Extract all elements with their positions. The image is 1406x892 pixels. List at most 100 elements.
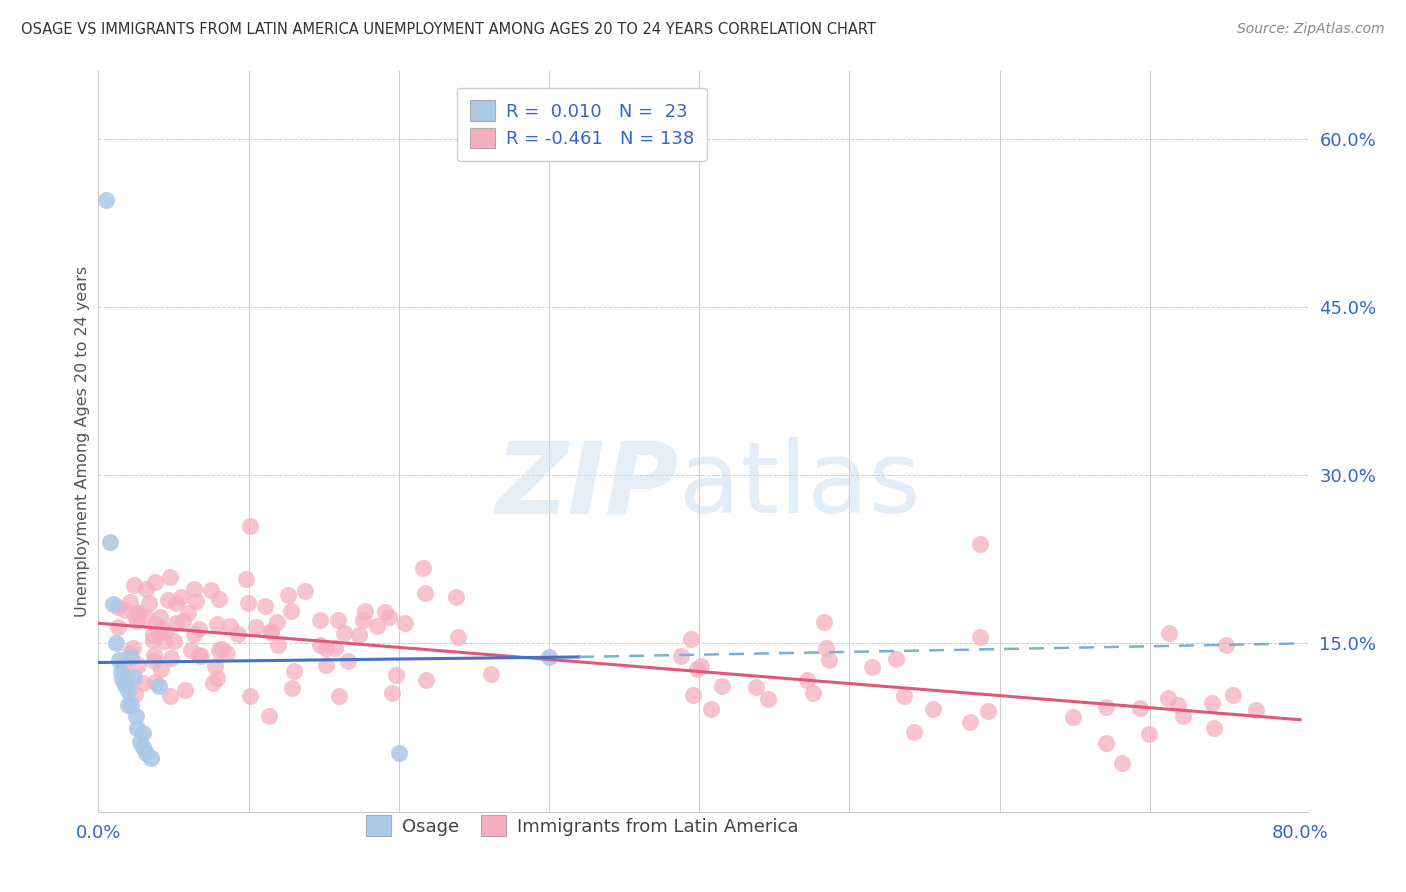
- Point: [921, 702, 943, 716]
- Point: [328, 689, 350, 703]
- Point: [156, 592, 179, 607]
- Point: [412, 560, 434, 574]
- Point: [208, 643, 231, 657]
- Point: [277, 588, 299, 602]
- Point: [111, 658, 134, 673]
- Point: [381, 686, 404, 700]
- Point: [326, 613, 349, 627]
- Point: [245, 619, 267, 633]
- Point: [183, 582, 205, 597]
- Point: [135, 582, 157, 596]
- Point: [394, 616, 416, 631]
- Point: [332, 625, 354, 640]
- Point: [183, 627, 205, 641]
- Point: [148, 679, 170, 693]
- Point: [132, 739, 155, 754]
- Point: [135, 747, 157, 761]
- Point: [107, 600, 129, 615]
- Point: [114, 678, 136, 692]
- Point: [100, 535, 122, 549]
- Point: [120, 646, 142, 660]
- Point: [253, 599, 276, 614]
- Point: [239, 518, 262, 533]
- Point: [884, 652, 907, 666]
- Point: [353, 604, 375, 618]
- Point: [128, 606, 150, 620]
- Point: [347, 628, 370, 642]
- Point: [323, 640, 346, 655]
- Point: [159, 690, 181, 704]
- Point: [315, 640, 337, 655]
- Point: [172, 614, 194, 628]
- Point: [153, 634, 176, 648]
- Point: [309, 638, 332, 652]
- Point: [385, 668, 408, 682]
- Point: [132, 726, 155, 740]
- Point: [266, 615, 288, 630]
- Point: [150, 662, 173, 676]
- Point: [200, 582, 222, 597]
- Point: [308, 613, 330, 627]
- Point: [1095, 700, 1118, 714]
- Point: [121, 649, 143, 664]
- Point: [111, 673, 134, 687]
- Point: [187, 648, 209, 662]
- Text: atlas: atlas: [679, 437, 921, 534]
- Point: [686, 662, 709, 676]
- Point: [184, 594, 207, 608]
- Point: [235, 572, 257, 586]
- Point: [801, 686, 824, 700]
- Point: [352, 613, 374, 627]
- Point: [125, 709, 148, 723]
- Point: [260, 625, 283, 640]
- Point: [208, 591, 231, 606]
- Point: [174, 682, 197, 697]
- Point: [378, 609, 401, 624]
- Point: [135, 610, 157, 624]
- Point: [959, 714, 981, 729]
- Point: [142, 628, 165, 642]
- Point: [1129, 700, 1152, 714]
- Point: [1159, 626, 1181, 640]
- Point: [413, 586, 436, 600]
- Point: [211, 642, 233, 657]
- Point: [215, 646, 238, 660]
- Point: [94, 194, 117, 208]
- Point: [127, 721, 149, 735]
- Point: [118, 595, 141, 609]
- Point: [1171, 709, 1194, 723]
- Point: [1062, 710, 1084, 724]
- Point: [267, 638, 290, 652]
- Point: [159, 570, 181, 584]
- Text: Source: ZipAtlas.com: Source: ZipAtlas.com: [1237, 22, 1385, 37]
- Point: [201, 676, 224, 690]
- Point: [139, 751, 162, 765]
- Point: [903, 725, 925, 739]
- Point: [690, 659, 713, 673]
- Point: [165, 596, 187, 610]
- Point: [447, 630, 470, 644]
- Point: [1137, 727, 1160, 741]
- Point: [138, 596, 160, 610]
- Point: [149, 609, 172, 624]
- Point: [1204, 722, 1226, 736]
- Point: [366, 619, 388, 633]
- Point: [162, 634, 184, 648]
- Point: [976, 704, 998, 718]
- Point: [260, 624, 283, 638]
- Point: [115, 672, 138, 686]
- Point: [745, 681, 768, 695]
- Point: [682, 688, 704, 702]
- Point: [121, 698, 143, 713]
- Point: [125, 606, 148, 620]
- Point: [143, 616, 166, 631]
- Point: [127, 615, 149, 629]
- Point: [814, 641, 837, 656]
- Point: [1244, 703, 1267, 717]
- Point: [190, 648, 212, 663]
- Point: [160, 650, 183, 665]
- Point: [1095, 736, 1118, 750]
- Point: [681, 632, 703, 647]
- Point: [143, 675, 166, 690]
- Point: [124, 687, 146, 701]
